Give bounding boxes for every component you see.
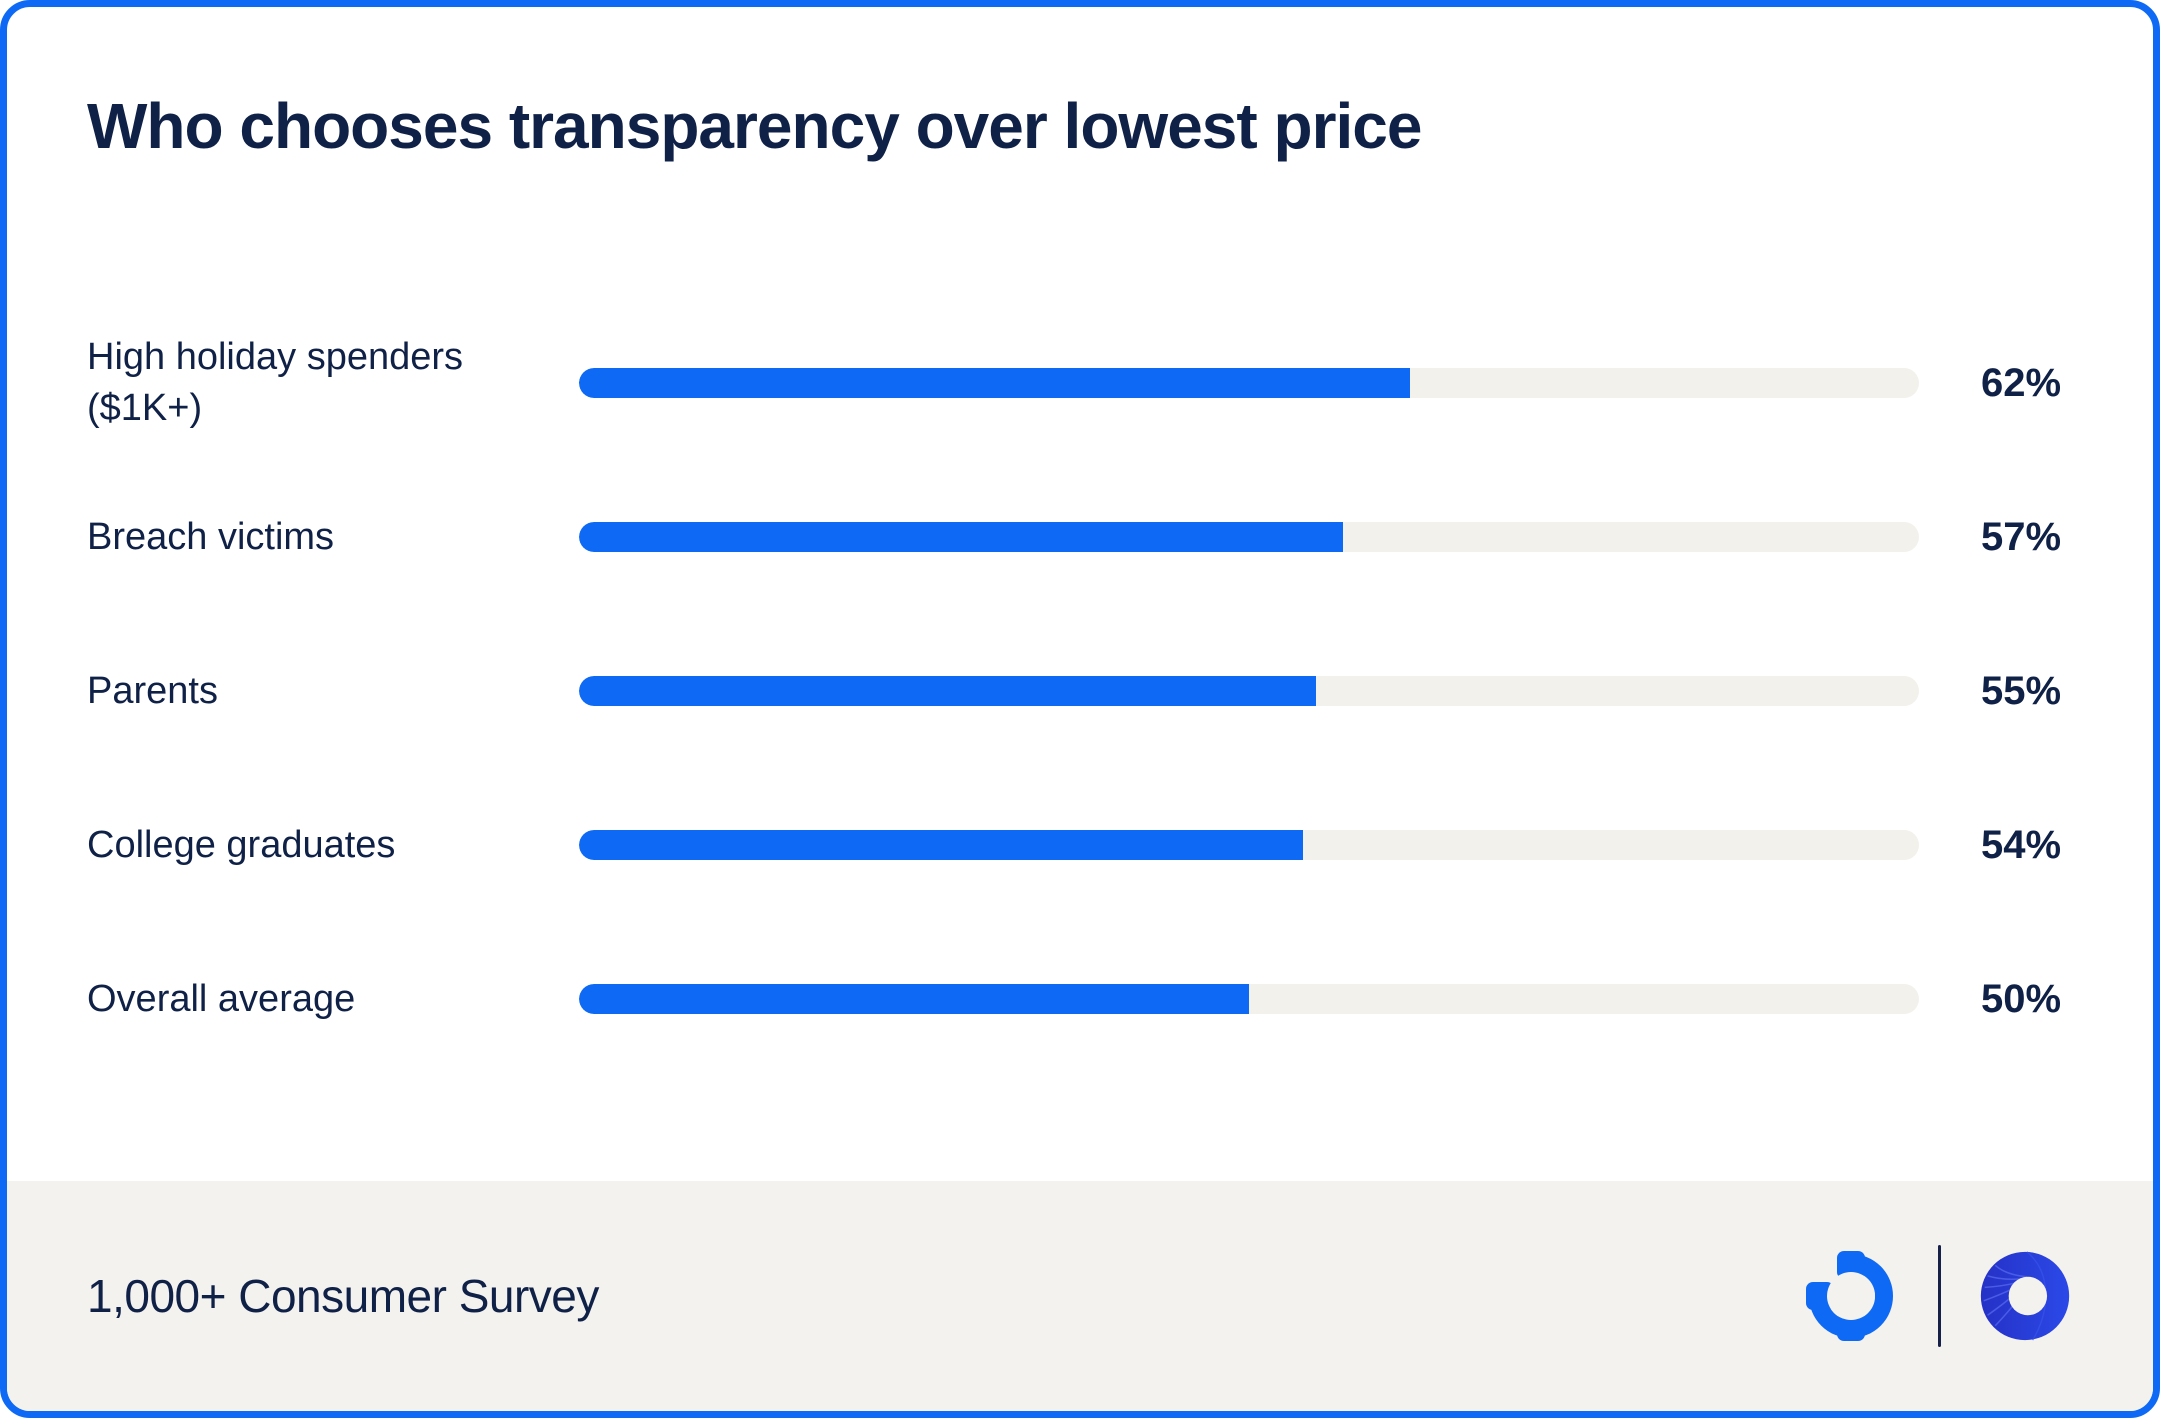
- bar-row: Breach victims 57%: [87, 460, 2073, 614]
- bar-fill: [579, 522, 1343, 553]
- bar-track: [579, 830, 1919, 861]
- bar-track: [579, 368, 1919, 399]
- value-label: 62%: [1981, 360, 2062, 405]
- category-label: High holiday spenders ($1K+): [87, 335, 464, 430]
- bar-row: College graduates 54%: [87, 768, 2073, 922]
- bar-fill: [579, 676, 1316, 707]
- logo-divider: [1938, 1245, 1941, 1347]
- bar-track: [579, 522, 1919, 553]
- bar-chart: High holiday spenders ($1K+) 62% Breach …: [87, 306, 2073, 1076]
- donut-logo-icon: [1980, 1251, 2070, 1341]
- logo-group: [1800, 1245, 2073, 1347]
- bar-row: High holiday spenders ($1K+) 62%: [87, 306, 2073, 460]
- bar-track: [579, 676, 1919, 707]
- category-label: College graduates: [87, 823, 396, 866]
- category-label: Overall average: [87, 977, 356, 1020]
- source-label: 1,000+ Consumer Survey: [87, 1270, 599, 1322]
- bar-fill: [579, 830, 1303, 861]
- bar-fill: [579, 368, 1410, 399]
- value-label: 55%: [1981, 668, 2062, 713]
- footer: 1,000+ Consumer Survey: [7, 1181, 2153, 1411]
- bar-track: [579, 984, 1919, 1015]
- value-label: 54%: [1981, 822, 2062, 867]
- category-label: Breach victims: [87, 515, 335, 558]
- bar-row: Parents 55%: [87, 614, 2073, 768]
- gear-logo-icon: [1806, 1251, 1893, 1341]
- category-label: Parents: [87, 669, 218, 712]
- chart-title: Who chooses transparency over lowest pri…: [87, 90, 1422, 162]
- bar-row: Overall average 50%: [87, 922, 2073, 1076]
- value-label: 50%: [1981, 976, 2062, 1021]
- bar-fill: [579, 984, 1249, 1015]
- value-label: 57%: [1981, 514, 2062, 559]
- chart-area: Who chooses transparency over lowest pri…: [7, 90, 2153, 1076]
